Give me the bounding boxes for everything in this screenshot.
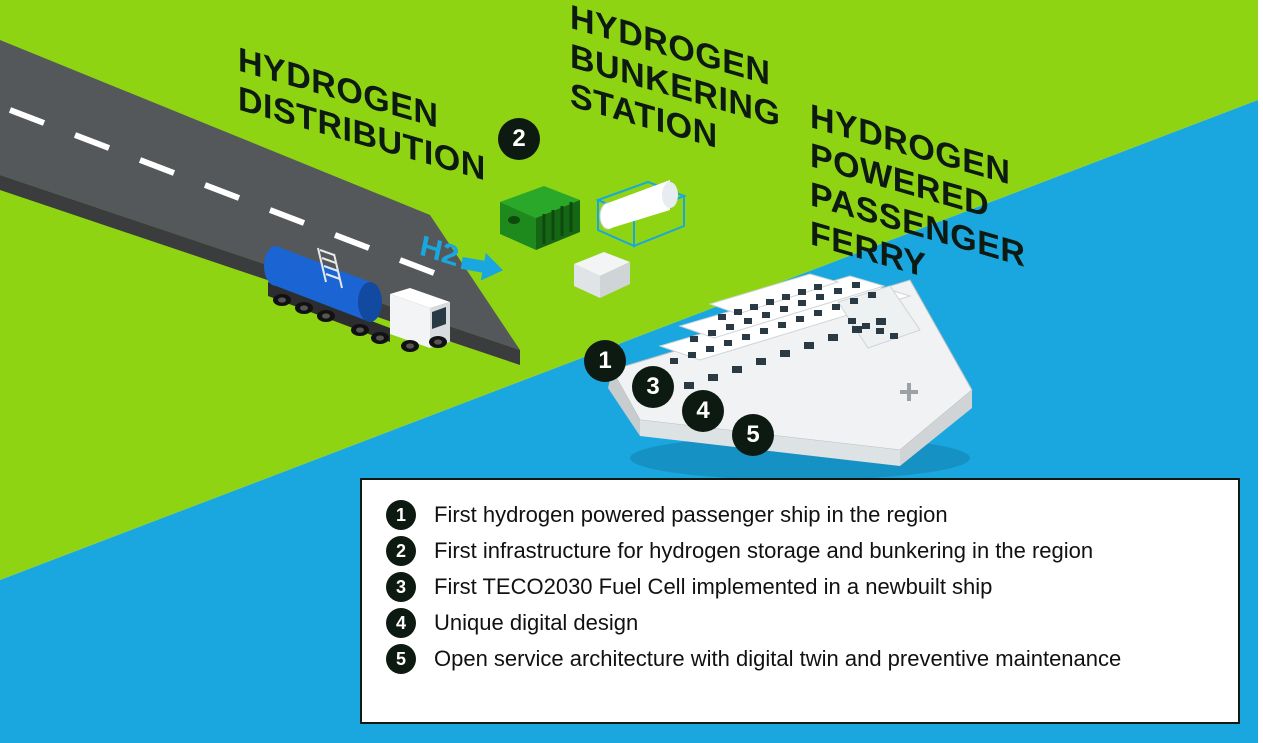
badge-4: 4	[682, 390, 724, 432]
legend-badge-2: 2	[386, 536, 416, 566]
legend-text: First TECO2030 Fuel Cell implemented in …	[434, 574, 992, 600]
badge-1: 1	[584, 340, 626, 382]
legend-row: 3 First TECO2030 Fuel Cell implemented in…	[386, 572, 1214, 602]
legend-text: Open service architecture with digital t…	[434, 646, 1121, 672]
legend-text: First infrastructure for hydrogen storag…	[434, 538, 1093, 564]
badge-3: 3	[632, 366, 674, 408]
legend-text: First hydrogen powered passenger ship in…	[434, 502, 948, 528]
legend-badge-3: 3	[386, 572, 416, 602]
legend-box: 1 First hydrogen powered passenger ship i…	[360, 478, 1240, 724]
legend-row: 4 Unique digital design	[386, 608, 1214, 638]
badge-2: 2	[498, 118, 540, 160]
badge-5: 5	[732, 414, 774, 456]
legend-badge-5: 5	[386, 644, 416, 674]
legend-badge-4: 4	[386, 608, 416, 638]
legend-badge-1: 1	[386, 500, 416, 530]
legend-row: 2 First infrastructure for hydrogen stora…	[386, 536, 1214, 566]
legend-row: 1 First hydrogen powered passenger ship i…	[386, 500, 1214, 530]
legend-row: 5 Open service architecture with digital …	[386, 644, 1214, 674]
stage: H2HYDROGENDISTRIBUTIONHYDROGENBUNKERINGS…	[0, 0, 1263, 743]
legend-text: Unique digital design	[434, 610, 638, 636]
